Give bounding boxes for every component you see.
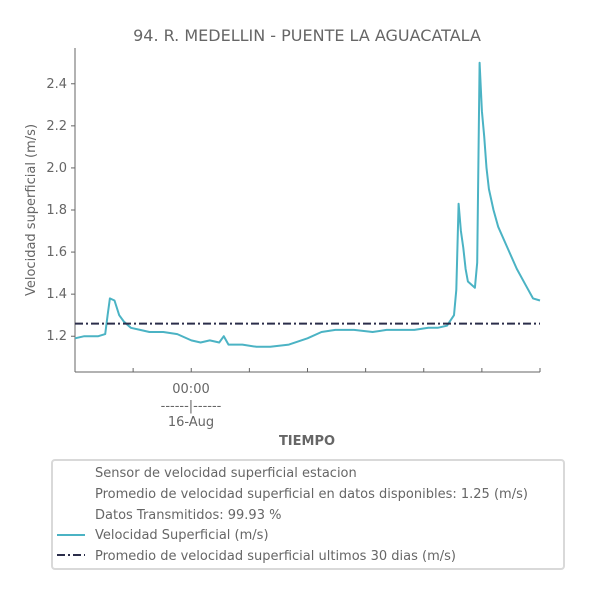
y-ticks: 1.2 1.4 1.6 1.8 2.0 2.2 2.4 xyxy=(46,77,75,344)
x-axis-label: TIEMPO xyxy=(279,434,335,449)
y-tick-label: 2.2 xyxy=(46,119,67,134)
y-tick-label: 1.2 xyxy=(46,329,67,344)
y-axis-label: Velocidad superficial (m/s) xyxy=(24,124,39,296)
y-tick-label: 1.6 xyxy=(46,245,67,260)
legend-text-velocity: Velocidad Superficial (m/s) xyxy=(95,528,269,543)
x-tick-label-date: 16-Aug xyxy=(168,415,214,430)
x-tick-label-time: 00:00 xyxy=(172,382,209,397)
legend-text-average-30d: Promedio de velocidad superficial ultimo… xyxy=(95,549,456,564)
y-tick-label: 1.4 xyxy=(46,287,67,302)
plot-area: 1.2 1.4 1.6 1.8 2.0 2.2 2.4 xyxy=(46,48,541,373)
y-tick-label: 2.4 xyxy=(46,77,67,92)
legend-text-sensor: Sensor de velocidad superficial estacion xyxy=(95,466,357,481)
legend: Sensor de velocidad superficial estacion… xyxy=(51,459,565,570)
x-minor-ticks xyxy=(74,368,541,372)
chart-title: 94. R. MEDELLIN - PUENTE LA AGUACATALA xyxy=(133,26,481,45)
legend-text-transmitted: Datos Transmitidos: 99.93 % xyxy=(95,508,281,523)
legend-box xyxy=(51,459,565,570)
x-tick-label-separator: ------|------ xyxy=(161,399,222,414)
series-line-velocity xyxy=(74,61,541,348)
y-tick-label: 1.8 xyxy=(46,203,67,218)
legend-text-average: Promedio de velocidad superficial en dat… xyxy=(95,487,528,502)
series-layer xyxy=(74,61,541,348)
y-tick-label: 2.0 xyxy=(46,161,67,176)
